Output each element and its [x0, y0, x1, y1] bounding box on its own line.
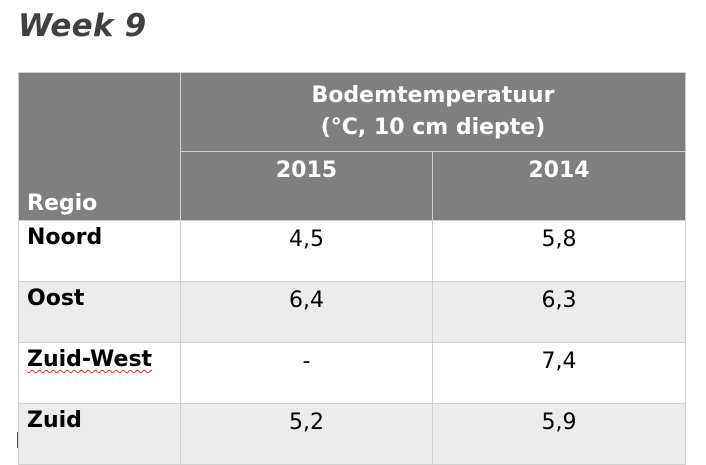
- region-cell: Oost: [18, 281, 181, 343]
- year-header-2014: 2014: [432, 151, 686, 221]
- value-cell-2015: 5,2: [180, 403, 433, 465]
- region-cell: Zuid-West: [18, 342, 181, 404]
- region-cell: Noord: [18, 220, 181, 282]
- value-cell-2015: -: [180, 342, 433, 404]
- region-cell: Zuid: [18, 403, 181, 465]
- value-cell-2015: 4,5: [180, 220, 433, 282]
- table-row: Zuid-West - 7,4: [18, 342, 686, 404]
- value-cell-2014: 5,8: [432, 220, 686, 282]
- table-row: Noord 4,5 5,8: [18, 220, 686, 282]
- measure-header-line1: Bodemtemperatuur: [311, 83, 555, 108]
- value-cell-2015: 6,4: [180, 281, 433, 343]
- table-row: Oost 6,4 6,3: [18, 281, 686, 343]
- measure-column-header: Bodemtemperatuur (°C, 10 cm diepte): [180, 72, 686, 152]
- temperature-table: Regio Bodemtemperatuur (°C, 10 cm diepte…: [18, 72, 686, 465]
- page-title: Week 9: [18, 8, 147, 44]
- region-column-header: Regio: [18, 72, 181, 221]
- spellcheck-flagged-word[interactable]: Zuid-West: [27, 347, 153, 372]
- text-cursor: [17, 432, 18, 448]
- measure-header-line2: (°C, 10 cm diepte): [320, 115, 546, 140]
- year-header-2015: 2015: [180, 151, 433, 221]
- value-cell-2014: 6,3: [432, 281, 686, 343]
- table-row: Zuid 5,2 5,9: [18, 403, 686, 465]
- value-cell-2014: 5,9: [432, 403, 686, 465]
- value-cell-2014: 7,4: [432, 342, 686, 404]
